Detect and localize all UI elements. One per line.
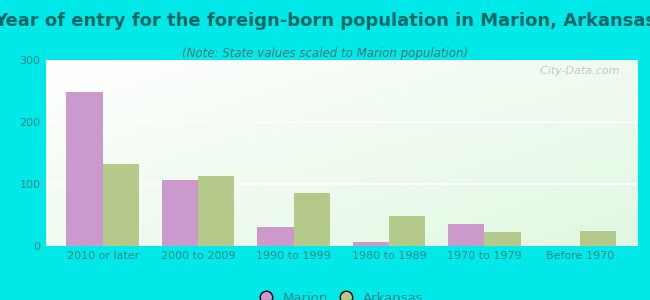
Bar [66,92,103,246]
Text: Year of entry for the foreign-born population in Marion, Arkansas: Year of entry for the foreign-born popul… [0,12,650,30]
Bar [353,242,389,246]
Bar [580,230,616,246]
Bar [198,176,235,246]
Bar [162,180,198,246]
Bar [484,232,521,246]
Bar [257,227,294,246]
Bar [448,224,484,246]
Bar [103,164,139,246]
Text: (Note: State values scaled to Marion population): (Note: State values scaled to Marion pop… [182,46,468,59]
Bar [389,216,425,246]
Text: City-Data.com: City-Data.com [533,66,619,76]
Legend: Marion, Arkansas: Marion, Arkansas [254,286,428,300]
Bar [294,193,330,246]
